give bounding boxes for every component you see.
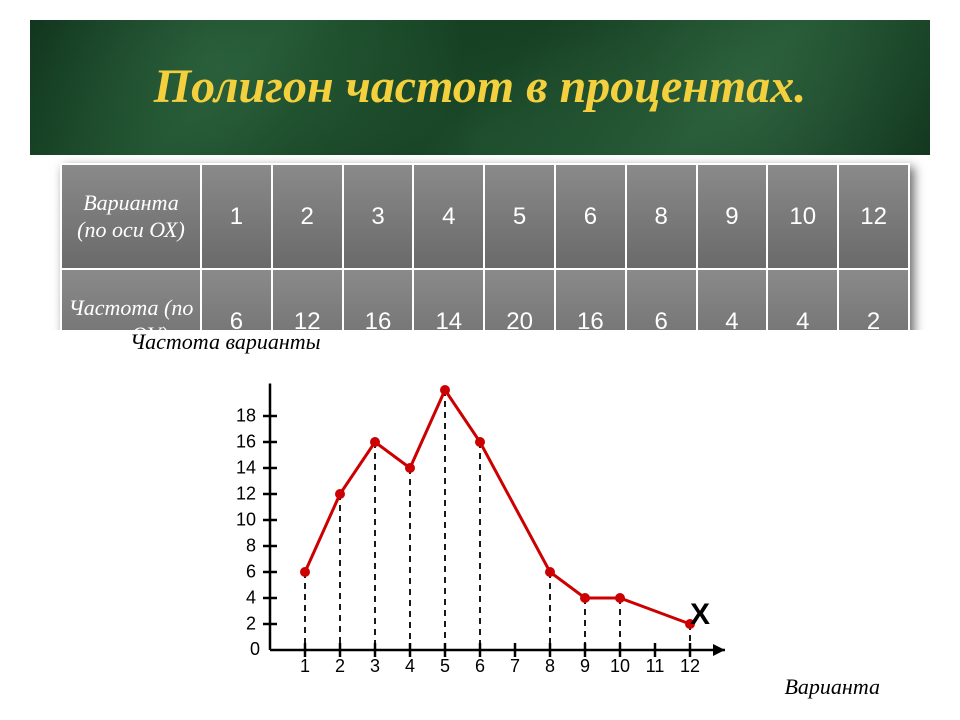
ytick-label: 6: [246, 562, 256, 583]
ytick-label: 10: [236, 510, 256, 531]
ytick-label: 14: [236, 458, 256, 479]
table-cell: 4: [413, 164, 484, 269]
table-row-varianta: Варианта (по оси ОХ) 123456891012: [61, 164, 909, 269]
svg-text:0: 0: [250, 639, 260, 659]
xtick-label: 2: [335, 656, 345, 677]
ytick-label: 18: [236, 406, 256, 427]
ytick-label: 16: [236, 432, 256, 453]
xtick-label: 3: [370, 656, 380, 677]
table-cell: 8: [626, 164, 697, 269]
slide-title: Полигон частот в процентах.: [134, 61, 827, 114]
table-cell: 12: [838, 164, 909, 269]
row-header-varianta: Варианта (по оси ОХ): [61, 164, 201, 269]
x-axis-label: Варианта: [784, 674, 880, 700]
polygon-chart: 0: [220, 360, 740, 660]
ytick-label: 4: [246, 588, 256, 609]
table-cell: 2: [272, 164, 343, 269]
table-cell: 3: [343, 164, 414, 269]
x-marker: Х: [690, 598, 710, 632]
table-cell: 5: [484, 164, 555, 269]
xtick-label: 8: [545, 656, 555, 677]
xtick-label: 1: [300, 656, 310, 677]
chart-area: Частота варианты Варианта 0 246810121416…: [0, 330, 960, 720]
ytick-label: 8: [246, 536, 256, 557]
table-cell: 6: [555, 164, 626, 269]
xtick-label: 9: [580, 656, 590, 677]
xtick-label: 4: [405, 656, 415, 677]
ytick-label: 12: [236, 484, 256, 505]
y-axis-label: Частота варианты: [130, 330, 321, 353]
xtick-label: 11: [646, 656, 665, 677]
xtick-label: 7: [510, 656, 520, 677]
xtick-label: 10: [610, 656, 630, 677]
xtick-label: 5: [440, 656, 450, 677]
table-cell: 10: [767, 164, 838, 269]
table-cell: 9: [697, 164, 768, 269]
table-cell: 1: [201, 164, 272, 269]
ytick-label: 2: [246, 614, 256, 635]
title-band: Полигон частот в процентах.: [30, 20, 930, 155]
slide: Полигон частот в процентах. Варианта (по…: [0, 0, 960, 720]
xtick-label: 6: [475, 656, 485, 677]
xtick-label: 12: [680, 656, 700, 677]
